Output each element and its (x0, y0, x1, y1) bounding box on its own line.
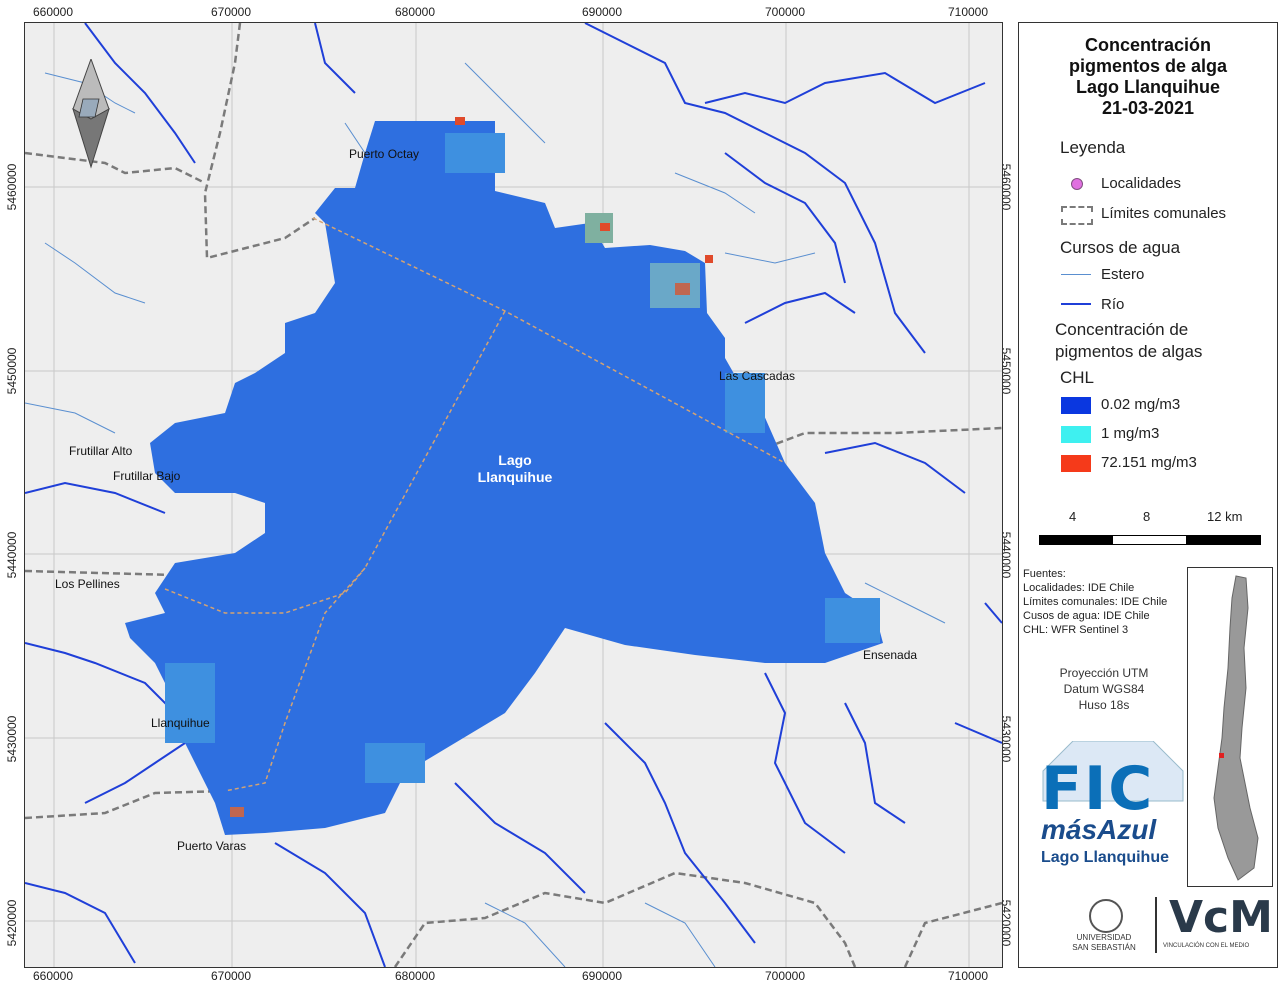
fic-masazul-logo: FIC másAzul Lago Llanquihue (1033, 740, 1193, 871)
x-tick-top: 710000 (947, 5, 989, 19)
y-tick-left: 5420000 (5, 899, 19, 947)
place-label: Puerto Octay (349, 147, 420, 161)
fic-text: FIC (1041, 754, 1155, 824)
title-line: Lago Llanquihue (1076, 77, 1220, 97)
projection-text: Proyección UTM Datum WGS84 Huso 18s (1029, 665, 1179, 713)
scale-label: 4 (1069, 509, 1077, 524)
title-line: pigmentos de alga (1068, 56, 1228, 76)
x-tick-bottom: 680000 (394, 969, 436, 983)
uss-text: UNIVERSIDAD SAN SEBASTIÁN (1059, 933, 1149, 953)
north-arrow-icon (69, 57, 113, 174)
estero-icon (1061, 274, 1091, 275)
scale-bar (1039, 535, 1261, 545)
scale-label: 8 (1143, 509, 1151, 524)
vcm-text: VINCULACIÓN CON EL MEDIO (1163, 943, 1250, 949)
x-tick-top: 680000 (394, 5, 436, 19)
x-tick-bottom: 690000 (581, 969, 623, 983)
x-tick-top: 670000 (210, 5, 252, 19)
x-tick-bottom: 710000 (947, 969, 989, 983)
chl-low-label: 0.02 mg/m3 (1101, 396, 1181, 413)
legend-chl: CHL (1060, 368, 1095, 387)
proj-line: Huso 18s (1078, 698, 1130, 712)
x-tick-bottom: 700000 (764, 969, 806, 983)
y-tick-left: 5460000 (5, 163, 19, 211)
legend-localidades: Localidades (1101, 175, 1182, 192)
road-lines (164, 217, 786, 792)
boundary-icon (1061, 206, 1093, 225)
title-line: Concentración (1084, 35, 1212, 55)
legend-estero: Estero (1101, 266, 1145, 283)
chl-high-label: 72.151 mg/m3 (1101, 454, 1197, 471)
proj-line: Proyección UTM (1059, 666, 1149, 680)
place-label: Los Pellines (55, 577, 120, 591)
proj-line: Datum WGS84 (1063, 682, 1145, 696)
vcm-logo: VcM VINCULACIÓN CON EL MEDIO (1163, 892, 1273, 950)
place-label: Frutillar Alto (69, 444, 133, 458)
x-tick-top: 690000 (581, 5, 623, 19)
uss-line1: UNIVERSIDAD (1076, 933, 1132, 942)
chl-low-swatch (1061, 397, 1091, 414)
map-svg (25, 23, 1002, 967)
chl-mid-swatch (1061, 426, 1091, 443)
map-frame: 660000 670000 680000 690000 700000 71000… (5, 5, 1013, 983)
y-tick-left: 5430000 (5, 715, 19, 763)
lake-label-line2: Llanquihue (477, 469, 553, 485)
legend-limites: Límites comunales (1101, 205, 1227, 222)
x-tick-top: 660000 (32, 5, 74, 19)
fic-lago-text: Lago Llanquihue (1041, 849, 1169, 866)
legend-heading: Leyenda (1060, 138, 1126, 157)
rio-icon (1061, 303, 1091, 305)
place-label: Puerto Varas (177, 839, 247, 853)
x-tick-top: 700000 (764, 5, 806, 19)
y-tick-left: 5450000 (5, 347, 19, 395)
chl-high-swatch (1061, 455, 1091, 472)
legend-panel: Concentración pigmentos de alga Lago Lla… (1018, 22, 1278, 968)
localidades-icon (1071, 178, 1083, 190)
sources-text: Fuentes: Localidades: IDE Chile Límites … (1023, 568, 1168, 636)
lake-speckle (165, 117, 880, 817)
legend-conc-line2: pigmentos de algas (1055, 342, 1203, 361)
lake-label-line1: Lago (498, 452, 532, 468)
chile-inset-map (1187, 567, 1273, 887)
x-tick-bottom: 660000 (32, 969, 74, 983)
lake-label: Lago Llanquihue (455, 452, 575, 486)
place-label: Las Cascadas (719, 369, 796, 383)
chl-mid-label: 1 mg/m3 (1101, 425, 1160, 442)
masazul-text: másAzul (1041, 814, 1157, 845)
logo-divider (1155, 897, 1157, 953)
map-canvas[interactable]: Puerto Octay Las Cascadas Frutillar Alto… (24, 22, 1003, 968)
place-label: Ensenada (863, 648, 918, 662)
x-tick-bottom: 670000 (210, 969, 252, 983)
uss-seal-icon (1089, 899, 1123, 933)
uss-line2: SAN SEBASTIÁN (1072, 943, 1136, 952)
place-label: Frutillar Bajo (113, 469, 181, 483)
map-title: Concentración pigmentos de alga Lago Lla… (1019, 35, 1277, 119)
legend-rio: Río (1101, 296, 1125, 313)
title-line: 21-03-2021 (1101, 98, 1195, 118)
scale-label: 12 km (1207, 509, 1243, 524)
legend-cursos: Cursos de agua (1060, 238, 1181, 257)
y-tick-left: 5440000 (5, 531, 19, 579)
legend-conc-line1: Concentración de (1055, 320, 1189, 339)
place-label: Llanquihue (151, 716, 210, 730)
